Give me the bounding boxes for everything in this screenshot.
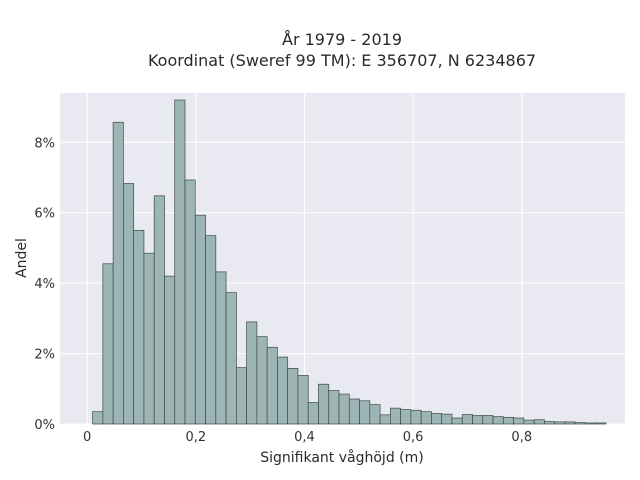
x-axis-label: Signifikant våghöjd (m) — [260, 449, 423, 466]
y-tick-label: 2% — [34, 348, 55, 363]
histogram-bar — [533, 419, 545, 425]
y-tick-label: 0% — [34, 418, 55, 433]
histogram-bar — [585, 422, 597, 425]
x-tick-label: 0,8 — [511, 430, 532, 445]
y-tick-label: 6% — [34, 207, 55, 222]
histogram-bar — [297, 375, 309, 425]
histogram-bar — [379, 414, 391, 425]
histogram-bar — [92, 411, 104, 425]
histogram-bar — [133, 229, 145, 425]
y-tick-label: 4% — [34, 277, 55, 292]
histogram-bar — [318, 383, 330, 425]
histogram-bar — [225, 292, 237, 425]
x-tick-label: 0,4 — [294, 430, 315, 445]
histogram-bar — [246, 321, 258, 425]
axis-ticks: 0 0,2 0,4 0,6 0,8 0% 2% 4% 6% 8% — [34, 136, 532, 445]
histogram-bar — [184, 179, 196, 425]
x-tick-label: 0,6 — [403, 430, 424, 445]
histogram-bar — [513, 417, 525, 425]
histogram-bar — [492, 416, 504, 425]
histogram-bar — [461, 414, 473, 425]
x-tick-label: 0 — [83, 430, 91, 445]
histogram-bar — [400, 409, 412, 425]
histogram-bar — [328, 390, 340, 425]
histogram-bar — [256, 336, 268, 425]
histogram-bar — [554, 421, 566, 425]
histogram-bar — [390, 407, 401, 425]
histogram-bar — [369, 404, 381, 425]
histogram-bar — [266, 346, 278, 425]
histogram-bar — [174, 99, 186, 425]
histogram-bar — [215, 271, 227, 425]
histogram-bar — [112, 121, 124, 425]
histogram-bar — [420, 411, 432, 425]
histogram-bar — [123, 183, 135, 425]
histogram-bar — [472, 415, 484, 425]
histogram-bar — [277, 356, 289, 425]
histogram-bar — [564, 421, 576, 425]
histogram-bars — [92, 99, 607, 425]
histogram-bar — [441, 413, 453, 425]
chart-title-line-2: Koordinat (Sweref 99 TM): E 356707, N 62… — [148, 51, 536, 70]
y-axis-label: Andel — [14, 238, 30, 278]
histogram-bar — [359, 400, 371, 425]
histogram-bar — [523, 419, 535, 425]
chart-title-line-1: År 1979 - 2019 — [282, 30, 402, 49]
histogram-bar — [287, 368, 299, 425]
histogram-bar — [574, 422, 586, 425]
histogram-bar — [102, 263, 114, 425]
histogram-bar — [194, 214, 206, 425]
histogram-bar — [410, 409, 422, 425]
histogram-bar — [595, 422, 607, 425]
histogram-bar — [164, 275, 176, 425]
histogram-bar — [338, 393, 350, 425]
x-tick-label: 0,2 — [185, 430, 206, 445]
histogram-bar — [431, 413, 443, 425]
histogram-bar — [502, 416, 514, 425]
histogram-bar — [153, 195, 165, 425]
histogram-bar — [451, 417, 463, 425]
histogram-bar — [482, 415, 494, 425]
y-tick-label: 8% — [34, 136, 55, 151]
histogram-bar — [205, 235, 217, 425]
histogram-bar — [236, 367, 247, 425]
histogram-bar — [348, 398, 360, 425]
histogram-bar — [544, 421, 556, 425]
histogram-bar — [143, 252, 155, 425]
histogram-bar — [307, 402, 319, 425]
